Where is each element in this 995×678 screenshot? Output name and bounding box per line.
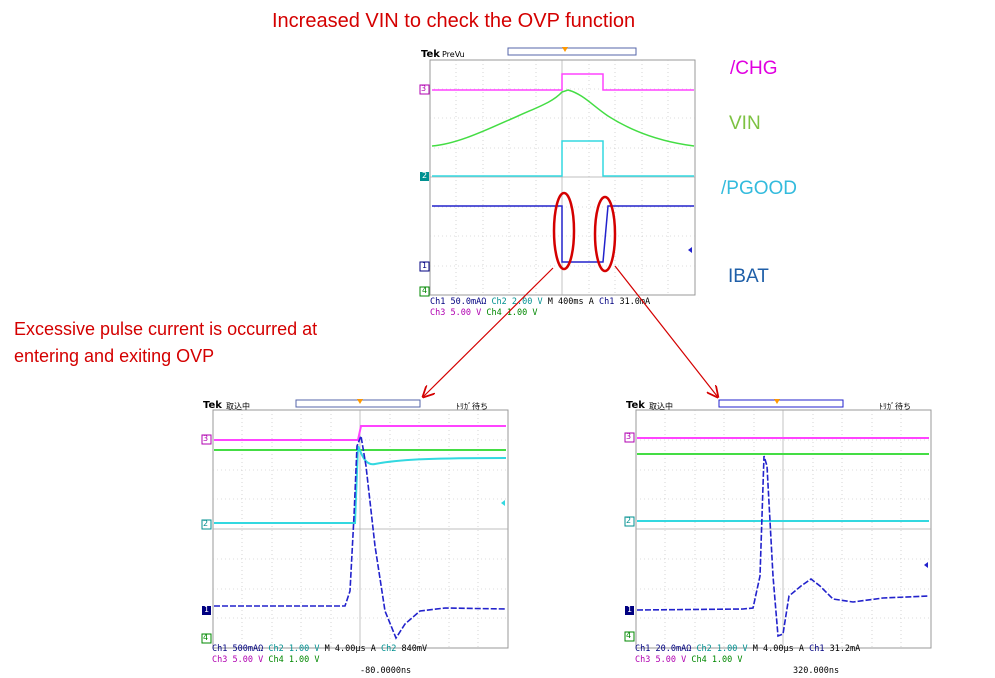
scope-brand: Tek (203, 400, 222, 411)
trigger-position: 320.000ns (793, 666, 839, 676)
status-timebase: M 400ms (547, 297, 584, 307)
scope-entering: Tek 取込中 ﾄﾘｶﾞ待ち 3 2 1 4 Ch1 500mAΩ Ch2 1.… (200, 396, 516, 678)
status-timebase: M 4.00μs (752, 644, 794, 654)
scope-mode: 取込中 (226, 402, 250, 411)
trigger-position-value: -80.0000ns (360, 666, 412, 676)
scope-entering-graphics (201, 399, 509, 649)
status-ch1-scale: 500mAΩ (232, 644, 264, 654)
marker-ch2: 2 (203, 519, 209, 528)
status-row-1: Ch1 20.0mAΩ Ch2 1.00 V M 4.00μs A Ch1 31… (635, 644, 860, 654)
scope-overview: Tek PreVu 3 2 1 4 Ch1 50.0mAΩ Ch2 2.00 V… (418, 44, 702, 320)
arrow-exiting (614, 265, 717, 396)
status-row-2: Ch3 5.00 V Ch4 1.00 V (635, 655, 743, 665)
status-ch2-scale: 2.00 V (511, 297, 543, 307)
status-ch2: Ch2 (696, 644, 712, 654)
status-trigger-level: 840mV (401, 644, 428, 654)
status-trigger-source: Ch1 (809, 644, 825, 654)
status-ch2-scale: 1.00 V (288, 644, 320, 654)
scope-exiting-graphics (624, 399, 932, 649)
scope-brand: Tek (421, 49, 440, 60)
status-ch3: Ch3 (430, 308, 446, 318)
annotation-note: Excessive pulse current is occurred at e… (14, 316, 414, 370)
label-ibat: IBAT (728, 266, 769, 287)
trigger-position: -80.0000ns (360, 666, 411, 676)
status-row-1: Ch1 50.0mAΩ Ch2 2.00 V M 400ms A Ch1 31.… (430, 297, 650, 307)
marker-ch3: 3 (626, 432, 632, 441)
marker-ch3: 3 (421, 84, 427, 93)
status-ch1: Ch1 (212, 644, 228, 654)
status-timebase: M 4.00μs (324, 644, 366, 654)
status-ch4: Ch4 (691, 655, 707, 665)
status-trigger-source: Ch1 (598, 297, 615, 307)
status-ch1: Ch1 (430, 297, 446, 307)
status-trigger-level: 31.2mA (829, 644, 861, 654)
status-ch4: Ch4 (268, 655, 284, 665)
status-ch4-scale: 1.00 V (288, 655, 320, 665)
status-trigger-mode: A (798, 644, 804, 654)
status-ch4-scale: 1.00 V (711, 655, 743, 665)
label-vin: VIN (729, 113, 761, 134)
status-ch2: Ch2 (491, 297, 507, 307)
status-ch1-scale: 50.0mAΩ (450, 297, 487, 307)
marker-ch2: 2 (626, 516, 632, 525)
status-ch4-scale: 1.00 V (506, 308, 538, 318)
note-line-2: entering and exiting OVP (14, 346, 215, 366)
status-ch3-scale: 5.00 V (655, 655, 687, 665)
status-row-1: Ch1 500mAΩ Ch2 1.00 V M 4.00μs A Ch2 840… (212, 644, 427, 654)
status-ch1-scale: 20.0mAΩ (655, 644, 692, 654)
scope-trigger-status: ﾄﾘｶﾞ待ち (879, 402, 911, 411)
scope-mode: PreVu (442, 50, 465, 59)
status-row-2: Ch3 5.00 V Ch4 1.00 V (212, 655, 320, 665)
scope-brand: Tek (626, 400, 645, 411)
scope-trigger-status: ﾄﾘｶﾞ待ち (456, 402, 488, 411)
marker-ch4: 4 (422, 286, 428, 295)
marker-ch2: 2 (422, 171, 428, 180)
status-ch3: Ch3 (635, 655, 651, 665)
status-trigger-source: Ch2 (380, 644, 397, 654)
marker-ch4: 4 (203, 633, 209, 642)
marker-ch1: 1 (627, 605, 633, 614)
status-trigger-level: 31.0mA (619, 297, 651, 307)
status-trigger-mode: A (588, 297, 594, 307)
label-pgood: /PGOOD (721, 178, 798, 199)
scope-overview-graphics (419, 47, 696, 297)
trigger-position-value: 320.000ns (793, 666, 840, 676)
status-trigger-mode: A (370, 644, 376, 654)
arrow-entering (424, 267, 554, 396)
status-ch2: Ch2 (268, 644, 284, 654)
status-ch4: Ch4 (486, 308, 502, 318)
marker-ch1: 1 (422, 261, 428, 270)
marker-ch1: 1 (204, 605, 210, 614)
marker-ch4: 4 (626, 631, 632, 640)
status-ch1: Ch1 (635, 644, 651, 654)
note-line-1: Excessive pulse current is occurred at (14, 319, 318, 339)
status-ch3: Ch3 (212, 655, 228, 665)
label-chg: /CHG (730, 58, 778, 79)
status-ch3-scale: 5.00 V (450, 308, 482, 318)
scope-mode: 取込中 (649, 402, 673, 411)
status-row-2: Ch3 5.00 V Ch4 1.00 V (430, 308, 538, 318)
status-ch2-scale: 1.00 V (716, 644, 748, 654)
marker-ch3: 3 (203, 434, 209, 443)
status-ch3-scale: 5.00 V (232, 655, 264, 665)
scope-exiting: Tek 取込中 ﾄﾘｶﾞ待ち 3 2 1 4 Ch1 20.0mAΩ Ch2 1… (623, 396, 939, 678)
page-title: Increased VIN to check the OVP function (272, 10, 636, 32)
